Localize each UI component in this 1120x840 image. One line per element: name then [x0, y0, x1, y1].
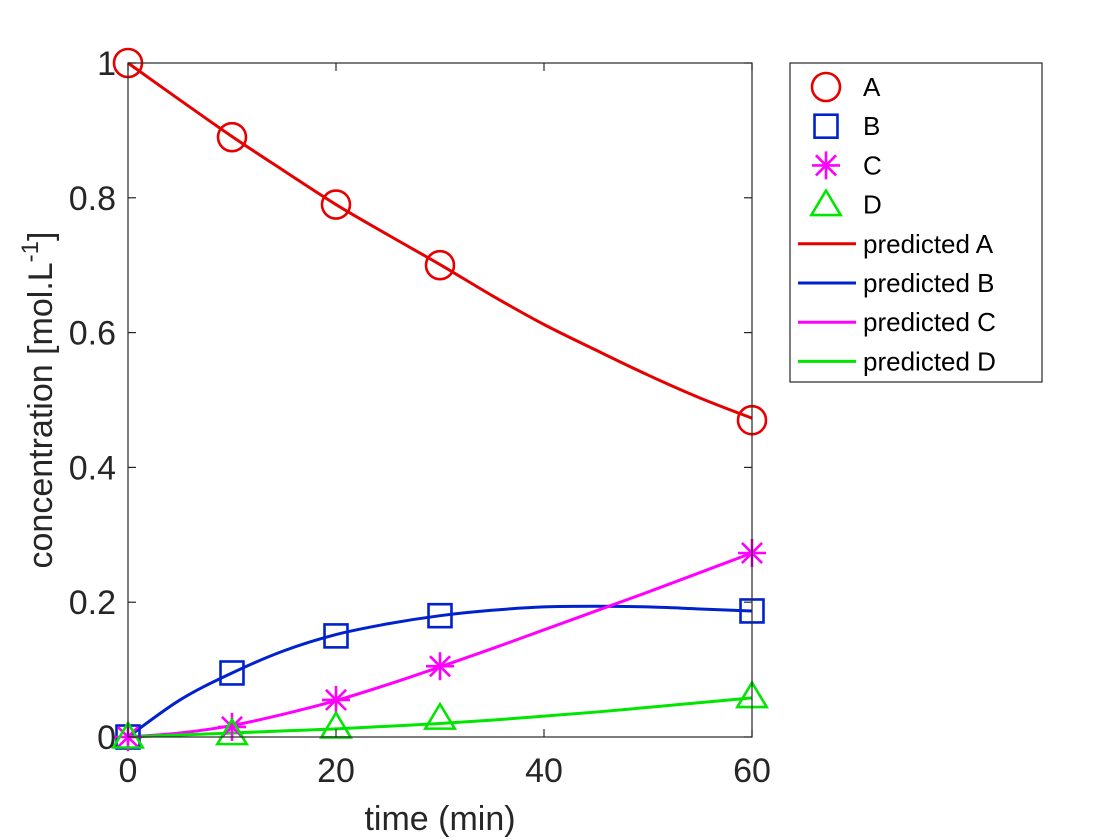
legend-marker-a	[810, 71, 842, 103]
y-tick-label: 0.2	[69, 584, 116, 622]
tick-layer: 0 20 40 60 0 0.2 0.4 0.6 0.8 1	[69, 45, 771, 790]
legend-entry-d: D	[809, 188, 882, 220]
y-axis-label-main: concentration [mol.L	[22, 262, 60, 568]
marker-b-30	[427, 602, 453, 629]
legend-marker-c	[812, 151, 840, 180]
line-predicted-b	[127, 604, 753, 739]
marker-d-30	[423, 701, 457, 730]
marker-c-30	[426, 652, 454, 681]
legend-label: predicted A	[863, 229, 994, 259]
y-tick-label: 0.4	[69, 449, 116, 487]
marker-d-0	[111, 720, 145, 749]
marker-b-10	[219, 660, 245, 686]
legend-entry-predicted-b: predicted B	[798, 268, 995, 298]
y-tick-label: 0.8	[69, 180, 116, 218]
y-tick-label: 0	[97, 719, 116, 757]
legend-marker-b	[813, 113, 839, 139]
legend-label: predicted D	[863, 346, 996, 376]
marker-c-10	[218, 712, 246, 741]
legend-label: B	[863, 111, 880, 141]
x-tick-label: 60	[733, 752, 771, 790]
legend-entry-predicted-d: predicted D	[798, 346, 996, 376]
legend-entry-c: C	[812, 150, 882, 180]
legend-label: C	[863, 150, 882, 180]
legend-entry-b: B	[813, 111, 880, 141]
marker-a-10	[216, 121, 248, 153]
legend-entry-predicted-c: predicted C	[798, 307, 996, 337]
y-axis-label: concentration [mol.L-1]	[17, 232, 60, 569]
marker-a-20	[320, 189, 352, 220]
plot-frame	[127, 62, 753, 738]
legend-label: A	[863, 72, 881, 102]
marker-b-20	[323, 623, 349, 649]
x-tick-label: 40	[525, 752, 563, 790]
marker-c-20	[322, 685, 350, 714]
legend-label: predicted C	[863, 307, 996, 337]
marker-d-10	[215, 717, 249, 746]
x-tick-label: 20	[317, 752, 355, 790]
y-axis-label-close: ]	[22, 232, 60, 241]
legend-box	[789, 62, 1043, 383]
line-predicted-a	[127, 61, 753, 420]
y-axis-label-superscript: -1	[17, 241, 44, 262]
y-tick-label: 1	[97, 45, 116, 83]
legend-label: D	[863, 190, 882, 220]
x-tick-label: 0	[119, 752, 138, 790]
marker-a-30	[424, 249, 456, 281]
x-axis-label: time (min)	[364, 800, 515, 838]
legend-entry-predicted-a: predicted A	[798, 229, 994, 259]
y-tick-label: 0.6	[69, 315, 116, 353]
plot-area	[128, 63, 752, 737]
legend-entry-a: A	[810, 71, 881, 103]
legend-label: predicted B	[863, 268, 995, 298]
legend-marker-d	[809, 188, 843, 217]
